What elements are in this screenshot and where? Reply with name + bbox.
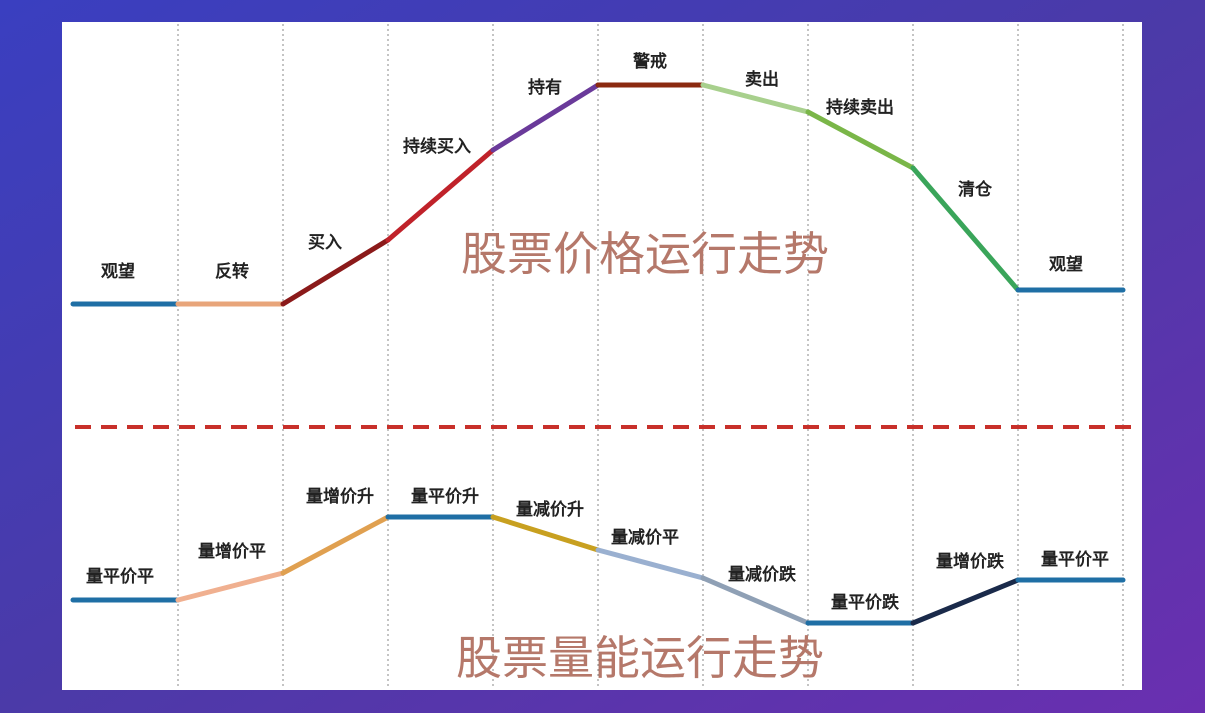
price-stage-label: 持有 [528, 77, 562, 98]
volume-segment [490, 514, 601, 553]
volume-stage-label: 量平价跌 [831, 592, 900, 613]
volume-stage-label: 量减价跌 [728, 564, 797, 585]
volume-stage-label: 量平价平 [1041, 549, 1109, 570]
volume-stage-label: 量增价跌 [936, 551, 1005, 572]
price-segment [700, 82, 811, 115]
volume-stage-label: 量减价平 [611, 527, 679, 548]
volume-stage-label: 量减价升 [516, 499, 584, 520]
price-stage-label: 警戒 [632, 51, 667, 72]
volume-segment [175, 570, 286, 603]
volume-stage-label: 量增价升 [306, 486, 374, 507]
price-stage-label: 观望 [100, 261, 135, 282]
price-title: 股票价格运行走势 [461, 227, 829, 281]
price-segment [385, 147, 496, 243]
price-stage-label: 持续买入 [403, 136, 471, 157]
price-stage-label: 观望 [1048, 254, 1083, 275]
segments [70, 82, 1126, 626]
price-stage-label: 卖出 [745, 69, 779, 90]
price-stage-label: 反转 [215, 261, 249, 282]
price-stage-label: 清仓 [958, 179, 993, 200]
price-segment [490, 82, 601, 153]
volume-stage-label: 量平价平 [86, 566, 154, 587]
column-dividers [177, 24, 1124, 688]
volume-title: 股票量能运行走势 [456, 631, 824, 685]
price-stage-label: 持续卖出 [826, 97, 894, 118]
panel [62, 22, 1142, 690]
volume-stage-label: 量平价升 [411, 486, 479, 507]
price-segment [280, 237, 391, 307]
volume-segment [910, 577, 1021, 626]
price-stage-label: 买入 [308, 233, 342, 253]
price-segment [910, 165, 1021, 293]
volume-segment [595, 547, 706, 581]
volume-segment [280, 514, 391, 576]
price-segment [805, 109, 916, 171]
volume-stage-label: 量增价平 [198, 541, 266, 562]
volume-segment [700, 575, 811, 626]
